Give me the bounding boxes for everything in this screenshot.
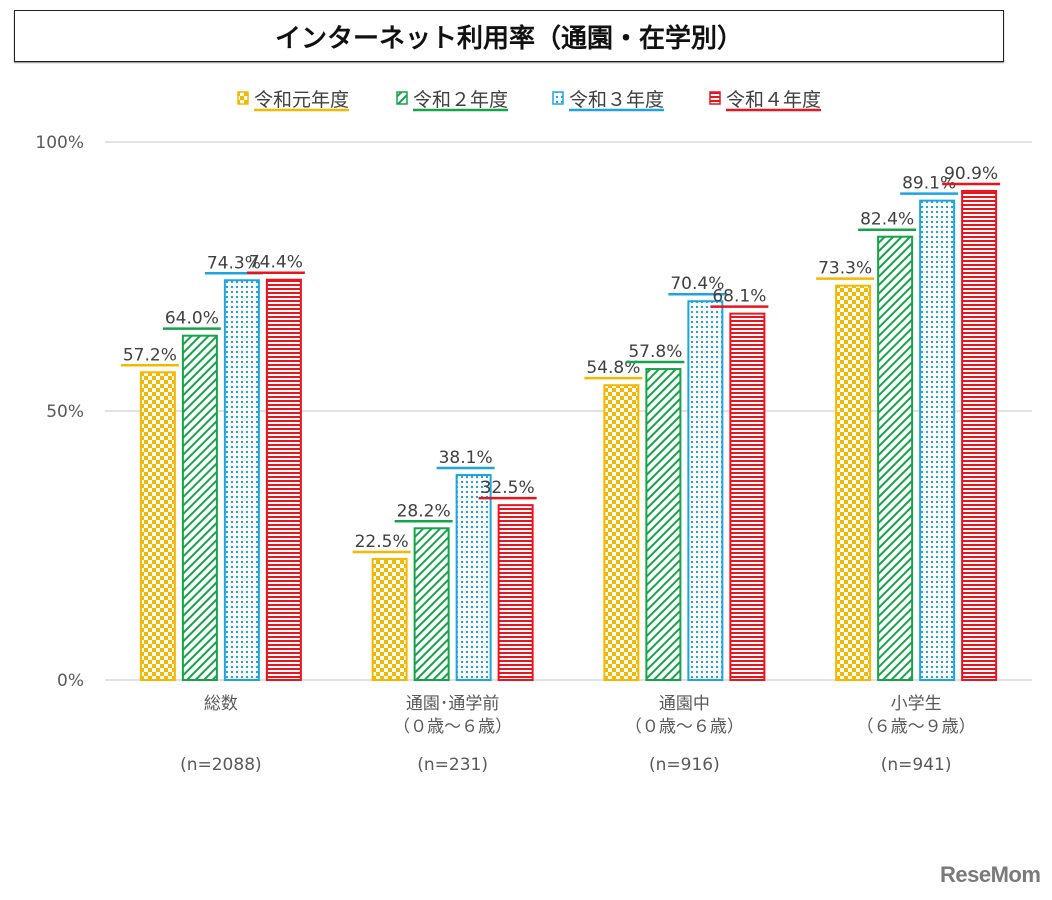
legend-label: 令和３年度 [569,89,664,111]
bar [139,371,176,681]
x-sample-size-label: (n=2088) [180,755,262,775]
x-category-label: （６歳～９歳） [857,717,976,737]
legend-label: 令和４年度 [726,89,821,111]
bar [961,189,998,681]
bar [645,368,682,681]
data-label: 64.0% [165,309,219,329]
data-label: 32.5% [481,478,535,498]
x-category-label: 通園･通学前 [406,694,500,714]
bar [181,334,218,681]
legend-swatch [552,91,564,105]
data-label: 22.5% [355,532,409,552]
data-label: 90.9% [944,164,998,184]
bar [729,312,766,681]
legend-item: 令和４年度 [709,89,822,112]
bars [139,189,998,682]
data-label: 74.4% [249,253,303,273]
resemom-watermark: ReseMom [940,862,1041,887]
data-label: 68.1% [712,287,766,307]
y-tick-label: 0% [57,671,84,691]
bar [603,384,640,681]
x-category-label: 総数 [204,694,238,714]
legend-swatch [237,91,249,105]
data-labels: 57.2% 64.0% 74.3%74.4% 22.5% 28.2% 38.1% 32.5%… [120,164,1001,554]
legend: 令和元年度 令和２年度 令和３年度 令和４年度 [237,89,822,112]
bar [265,278,302,681]
legend-swatch [396,91,408,105]
x-category-label: （０歳～６歳） [625,717,744,737]
data-label: 57.8% [628,342,682,362]
y-tick-label: 100% [35,133,84,153]
bar [835,284,872,681]
data-label: 28.2% [397,501,451,521]
y-axis-ticks: 0% 50% 100% [35,133,84,691]
bar [371,557,408,682]
y-tick-label: 50% [46,402,84,422]
bar [497,504,534,681]
chart-title: インターネット利用率（通園・在学別） [274,23,743,54]
x-category-label: 通園中 [659,694,710,714]
x-sample-size-label: (n=916) [649,755,720,775]
x-sample-size-label: (n=941) [881,755,952,775]
data-label: 82.4% [860,210,914,230]
legend-label: 令和元年度 [254,89,349,111]
data-label: 70.4% [670,274,724,294]
legend-label: 令和２年度 [413,89,508,111]
bar [919,199,956,681]
bar [687,300,724,681]
legend-swatch [709,91,721,105]
data-label: 57.2% [123,345,177,365]
legend-item: 令和３年度 [552,89,665,112]
x-sample-size-label: (n=231) [417,755,488,775]
x-category-label: （０歳～６歳） [393,717,512,737]
chart-title-box: インターネット利用率（通園・在学別） [14,10,1004,62]
bar [455,474,492,681]
legend-item: 令和２年度 [396,89,509,112]
data-label: 38.1% [439,448,493,468]
bar [877,235,914,682]
x-category-label: 小学生 [891,694,942,714]
legend-item: 令和元年度 [237,89,350,112]
data-label: 74.3% [207,253,261,273]
data-label: 89.1% [902,174,956,194]
data-label: 73.3% [818,259,872,279]
bar [223,279,260,681]
x-axis-labels: 総数 (n=2088) 通園･通学前 （０歳～６歳） (n=231) 通園中 （０歳～６歳）… [180,694,976,775]
bar [413,527,450,681]
